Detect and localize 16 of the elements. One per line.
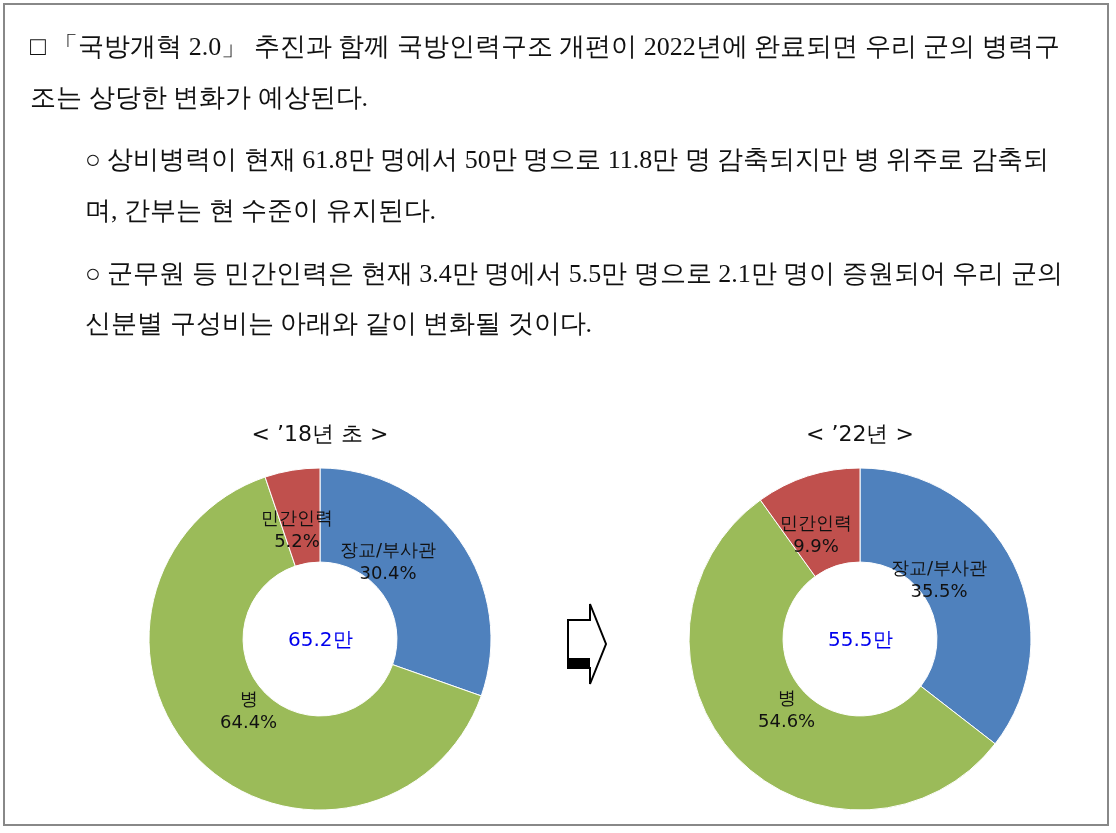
slice-label: 병 bbox=[777, 687, 796, 708]
slice-label: 장교/부사관 bbox=[891, 557, 988, 578]
text: □ 「국방개혁 2.0」 추진과 함께 국방인력구조 개편이 2022년에 완료되면 우리 군의 병력구조는 상당한 변화가 예상된다. bbox=[30, 31, 1061, 114]
data-label: 30.4% bbox=[359, 562, 417, 584]
slice-label: 장교/부사관 bbox=[340, 539, 437, 560]
text: ○ 상비병력이 현재 61.8만 명에서 50만 명으로 11.8만 명 감축되지만 병 위주로 감축되며, 간부는 현 수준이 유지된다. bbox=[84, 144, 1050, 228]
slice-label: 병 bbox=[239, 688, 258, 709]
data-label: 54.6% bbox=[758, 710, 816, 732]
text: ○ 군무원 등 민간인력은 현재 3.4만 명에서 5.5만 명으로 2.1만 명이 증원되어 우리 군의 신분별 구성비는 아래와 같이 변화될 것이다. bbox=[84, 257, 1064, 341]
chart-title: < ’22년 > bbox=[806, 421, 914, 447]
slice-label: 민간인력 bbox=[780, 512, 852, 533]
chart-title: < ’18년 초 > bbox=[251, 421, 389, 447]
data-label: 9.9% bbox=[793, 535, 839, 557]
text: 65.2만 bbox=[288, 627, 353, 651]
text: 55.5만 bbox=[828, 627, 893, 651]
data-label: 64.4% bbox=[220, 711, 278, 733]
